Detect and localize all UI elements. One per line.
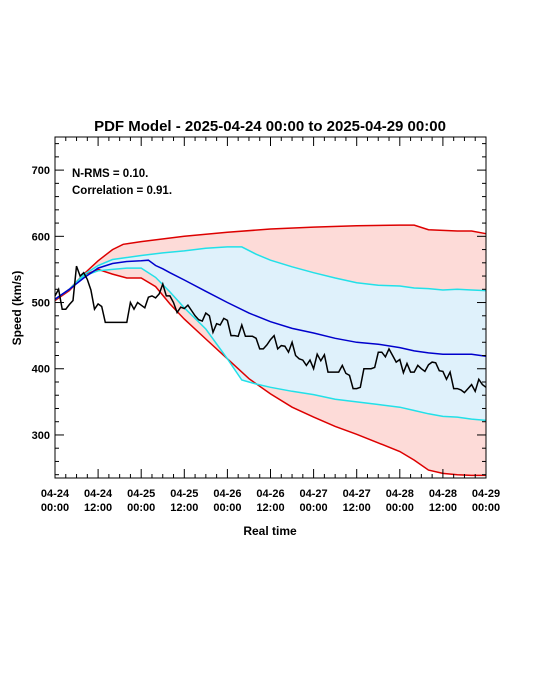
x-tick-label-date: 04-27: [343, 488, 371, 500]
plot-area: [54, 224, 487, 477]
observed-line: [54, 265, 487, 394]
y-tick-label: 400: [32, 364, 50, 376]
x-tick-label-time: 12:00: [170, 502, 198, 514]
x-tick-label-date: 04-24: [41, 488, 70, 500]
x-tick-label-date: 04-26: [256, 488, 284, 500]
x-tick-label-time: 12:00: [256, 502, 284, 514]
x-tick-label-time: 00:00: [127, 502, 155, 514]
nrms-annotation: N-RMS = 0.10.: [72, 168, 148, 180]
x-tick-label-time: 12:00: [84, 502, 112, 514]
x-tick-label-time: 00:00: [213, 502, 241, 514]
x-tick-label-time: 00:00: [472, 502, 500, 514]
x-tick-label-time: 00:00: [300, 502, 328, 514]
x-tick-label-date: 04-28: [429, 488, 457, 500]
inner-band-lower-line: [54, 267, 487, 422]
x-tick-label-date: 04-24: [84, 488, 113, 500]
outer-band-lower-line: [54, 268, 486, 477]
x-tick-label-time: 00:00: [386, 502, 414, 514]
correlation-annotation: Correlation = 0.91.: [72, 185, 172, 197]
y-tick-label: 600: [32, 231, 50, 243]
y-axis-label: Speed (km/s): [10, 271, 24, 346]
x-axis-label: Real time: [243, 524, 297, 538]
outer-band-upper-line: [54, 224, 487, 300]
x-tick-label-time: 12:00: [343, 502, 371, 514]
y-tick-label: 300: [32, 430, 50, 442]
x-tick-label-date: 04-29: [472, 488, 500, 500]
x-tick-label-time: 12:00: [429, 502, 457, 514]
x-tick-label-date: 04-28: [386, 488, 414, 500]
median-line: [54, 259, 487, 357]
axis-ticks: 300 400 500 600 700 04-24 00:00 04-24 12:00 04-25…: [32, 137, 500, 514]
y-tick-label: 500: [32, 298, 50, 310]
chart-title: PDF Model - 2025-04-24 00:00 to 2025-04-…: [94, 118, 446, 135]
x-tick-label-time: 00:00: [41, 502, 69, 514]
x-tick-label-date: 04-25: [170, 488, 198, 500]
inner-band-fill: [55, 246, 486, 421]
inner-band-upper-line: [54, 246, 487, 300]
x-tick-label-date: 04-26: [213, 488, 241, 500]
x-tick-label-date: 04-27: [300, 488, 328, 500]
y-tick-label: 700: [32, 165, 50, 177]
x-tick-label-date: 04-25: [127, 488, 155, 500]
